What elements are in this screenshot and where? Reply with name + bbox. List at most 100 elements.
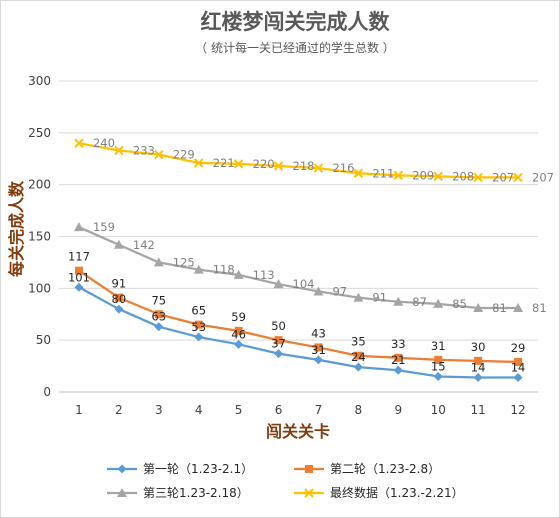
data-label: 240 xyxy=(93,136,115,150)
data-point xyxy=(313,286,324,296)
chart-subtitle: （ 统计每一关已经通过的学生总数 ） xyxy=(195,40,395,55)
data-label: 209 xyxy=(412,168,434,182)
data-label: 229 xyxy=(173,148,195,162)
legend-label: 第二轮（1.23-2.8） xyxy=(330,462,440,476)
data-label: 53 xyxy=(191,320,206,334)
data-label: 14 xyxy=(511,360,526,374)
data-point xyxy=(434,355,443,364)
data-point xyxy=(314,343,323,352)
data-label: 211 xyxy=(372,166,394,180)
y-tick-label: 200 xyxy=(28,178,51,192)
series-2 xyxy=(74,266,523,366)
data-point xyxy=(194,320,203,329)
data-label: 43 xyxy=(311,326,326,340)
x-tick-label: 8 xyxy=(355,403,363,417)
legend-marker xyxy=(305,465,313,473)
data-point xyxy=(393,170,403,181)
series-line xyxy=(78,269,519,364)
y-tick-label: 300 xyxy=(28,74,51,88)
data-point xyxy=(74,138,84,148)
data-label: 24 xyxy=(351,350,366,364)
data-point xyxy=(473,172,483,183)
data-label: 59 xyxy=(231,310,246,324)
data-label: 37 xyxy=(271,337,286,351)
data-label: 31 xyxy=(431,339,446,353)
data-label: 30 xyxy=(471,340,486,354)
data-label: 75 xyxy=(151,293,166,307)
data-label: 233 xyxy=(133,143,155,157)
data-label: 125 xyxy=(173,255,195,269)
x-axis-ticks: 1 2 3 4 5 6 7 8 9 10 11 12 xyxy=(75,403,526,417)
data-point xyxy=(194,332,204,342)
series-line xyxy=(78,226,519,310)
legend-item: 第三轮1.23-2.18） xyxy=(107,486,249,500)
x-tick-label: 6 xyxy=(275,403,283,417)
data-point xyxy=(353,362,363,372)
data-label: 220 xyxy=(253,157,275,171)
data-point xyxy=(154,322,164,332)
data-point xyxy=(473,303,484,313)
data-labels-3: 159 142 125 118 113 104 97 91 87 85 81 81 xyxy=(93,220,547,315)
data-label: 117 xyxy=(68,250,90,264)
data-point xyxy=(353,292,364,302)
data-label: 101 xyxy=(68,270,90,284)
data-point xyxy=(274,349,284,359)
data-point xyxy=(513,372,523,382)
data-label: 87 xyxy=(412,295,427,309)
x-tick-label: 12 xyxy=(510,403,525,417)
series-line xyxy=(78,142,519,179)
y-tick-label: 250 xyxy=(28,126,51,140)
data-labels-1: 101 80 63 53 46 37 31 24 21 15 14 14 xyxy=(68,270,525,374)
legend-marker xyxy=(117,488,127,497)
data-label: 97 xyxy=(332,284,347,298)
data-point xyxy=(234,326,243,335)
data-label: 118 xyxy=(213,263,235,277)
data-point xyxy=(393,296,404,306)
x-tick-label: 1 xyxy=(75,403,83,417)
data-point xyxy=(474,356,483,365)
x-tick-label: 2 xyxy=(115,403,123,417)
data-label: 113 xyxy=(253,268,275,282)
data-label: 91 xyxy=(372,291,387,305)
data-point xyxy=(514,357,523,366)
data-point xyxy=(233,159,244,169)
data-point xyxy=(353,168,364,178)
data-point xyxy=(114,304,124,314)
data-point xyxy=(433,171,443,182)
data-point xyxy=(274,336,283,345)
data-point xyxy=(114,145,124,156)
data-point xyxy=(74,282,84,292)
data-point xyxy=(194,158,204,168)
data-labels-2: 117 91 75 65 59 50 43 35 33 31 30 29 xyxy=(68,250,525,355)
series-line xyxy=(78,286,519,379)
x-tick-label: 7 xyxy=(315,403,323,417)
data-point xyxy=(354,351,363,360)
data-label: 65 xyxy=(191,304,206,318)
legend-item: 最终数据（1.23.-2.21） xyxy=(294,485,464,500)
data-label: 63 xyxy=(151,310,166,324)
data-label: 80 xyxy=(112,292,127,306)
data-point xyxy=(273,161,284,171)
data-point xyxy=(313,355,323,365)
x-tick-label: 11 xyxy=(470,403,485,417)
y-tick-label: 0 xyxy=(43,385,51,399)
data-label: 142 xyxy=(133,238,155,252)
data-point xyxy=(193,264,204,274)
x-axis-title: 闯关关卡 xyxy=(266,422,330,441)
data-point xyxy=(114,293,123,302)
legend-item: 第一轮（1.23-2.1） xyxy=(107,462,253,476)
data-label: 21 xyxy=(391,353,406,367)
legend: 第一轮（1.23-2.1） 第二轮（1.23-2.8） 第三轮1.23-2.18） 最… xyxy=(107,462,464,500)
series-4 xyxy=(74,138,523,183)
series-layer: 101 80 63 53 46 37 31 24 21 15 14 14 117 91 75 65 59 50 43… xyxy=(68,136,554,382)
x-tick-label: 10 xyxy=(431,403,446,417)
legend-item: 第二轮（1.23-2.8） xyxy=(294,462,440,476)
data-point xyxy=(393,365,403,375)
data-label: 208 xyxy=(452,169,474,183)
y-axis-ticks: 0 50 100 150 200 250 300 xyxy=(28,74,51,399)
data-point xyxy=(153,257,164,267)
legend-label: 最终数据（1.23.-2.21） xyxy=(330,485,464,500)
legend-marker xyxy=(304,488,314,498)
data-point xyxy=(113,239,124,249)
x-tick-label: 5 xyxy=(235,403,243,417)
